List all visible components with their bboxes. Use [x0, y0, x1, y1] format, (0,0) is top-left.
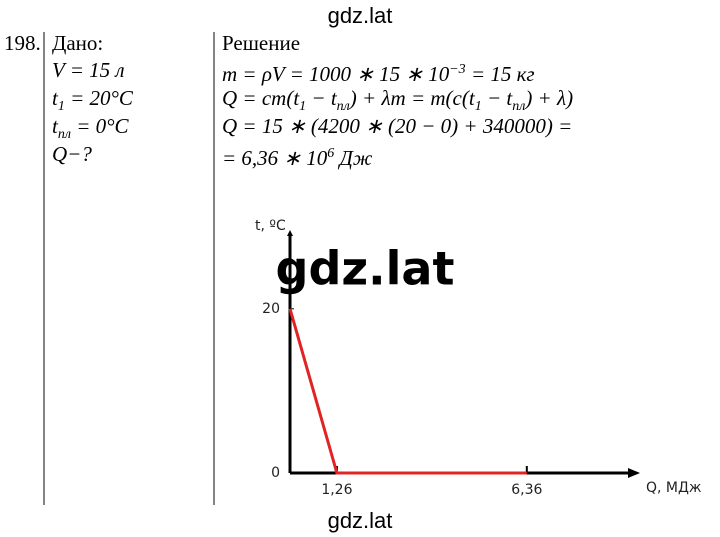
solution-title: Решение: [222, 31, 301, 55]
text: Q = 15 ∗ (4200 ∗ (20 − 0) + 340000) =: [222, 114, 573, 138]
subscript: 1: [299, 99, 307, 115]
y-tick-label: 20: [262, 301, 280, 317]
subscript: 1: [474, 99, 482, 115]
y-axis-label: t, ºC: [255, 218, 286, 234]
x-tick-label: 1,26: [321, 482, 352, 498]
problem-number: 198.: [4, 31, 41, 55]
subscript: пл: [57, 127, 71, 143]
text: − t: [306, 86, 337, 110]
text: = 20°C: [64, 86, 133, 110]
data-line: [288, 308, 527, 475]
subscript: пл: [336, 99, 350, 115]
text: Q−?: [52, 142, 92, 166]
text: = 6,36 ∗ 10: [222, 146, 328, 170]
given-line: tпл = 0°C: [52, 113, 129, 148]
y-tick-label: 0: [271, 465, 280, 481]
solution-line: = 6,36 ∗ 106 Дж: [222, 141, 372, 171]
y-axis-arrow: [287, 230, 293, 236]
text: Дж: [334, 146, 373, 170]
subscript: 1: [57, 99, 65, 115]
text: V = 15 л: [52, 58, 125, 82]
given-line: Q−?: [52, 141, 92, 167]
text: ) + λm = m(c(t: [349, 86, 475, 110]
solution-line: Q = cm(t1 − tпл) + λm = m(c(t1 − tпл) + …: [222, 85, 573, 120]
solution-line: Q = 15 ∗ (4200 ∗ (20 − 0) + 340000) =: [222, 113, 572, 139]
solution-line: m = ρV = 1000 ∗ 15 ∗ 10−3 = 15 кг: [222, 57, 535, 87]
text: = 0°C: [70, 114, 129, 138]
given-line: t1 = 20°C: [52, 85, 133, 120]
x-tick-label: 6,36: [511, 482, 542, 498]
subscript: пл: [512, 99, 526, 115]
watermark: gdz.lat: [327, 3, 393, 28]
text: − t: [481, 86, 513, 110]
text: Q = cm(t: [222, 86, 300, 110]
given-title: Дано:: [52, 31, 104, 55]
watermark: gdz.lat: [327, 508, 393, 533]
text: m = ρV = 1000 ∗ 15 ∗ 10: [222, 62, 450, 86]
watermark: gdz.lat: [276, 242, 455, 296]
text: t: [52, 86, 58, 110]
superscript: −3: [449, 62, 466, 77]
given-line: V = 15 л: [52, 57, 125, 83]
x-axis-label: Q, МДж: [646, 480, 702, 496]
x-axis-arrow: [628, 468, 640, 478]
text: t: [52, 114, 58, 138]
superscript: 6: [327, 146, 335, 161]
text: = 15 кг: [465, 62, 535, 86]
text: ) + λ): [525, 86, 574, 110]
